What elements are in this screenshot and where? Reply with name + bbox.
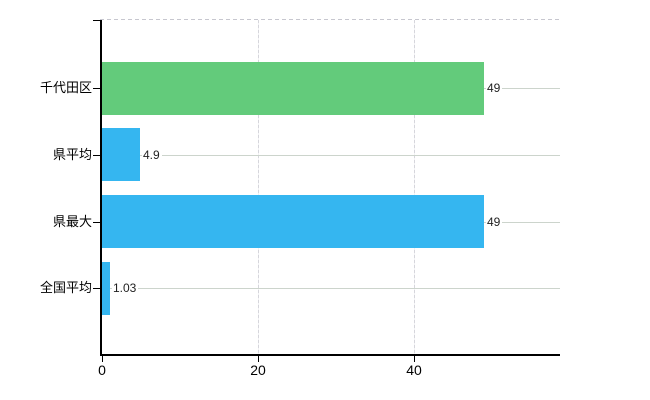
category-label: 県平均	[52, 147, 92, 162]
x-tick-label: 0	[98, 362, 106, 378]
bar-value-label: 49	[486, 81, 503, 95]
row-gridline	[102, 155, 560, 156]
x-axis-tick	[102, 356, 103, 362]
x-tick-label: 40	[406, 362, 422, 378]
x-axis-tick	[414, 356, 415, 362]
x-axis-tick	[258, 356, 259, 362]
row-gridline	[102, 288, 560, 289]
bar-1[interactable]	[102, 62, 484, 115]
y-axis-top-tick	[93, 20, 100, 21]
y-axis-tick	[93, 88, 100, 89]
plot-top-border	[100, 19, 560, 20]
vertical-gridline	[414, 20, 415, 355]
y-axis-tick	[93, 288, 100, 289]
bar-value-label: 49	[486, 215, 503, 229]
category-label: 全国平均	[39, 280, 92, 295]
category-label: 千代田区	[39, 80, 92, 95]
y-axis-tick	[93, 222, 100, 223]
y-axis-line	[100, 20, 102, 356]
y-axis-tick	[93, 155, 100, 156]
bar-value-label: 1.03	[112, 281, 139, 295]
x-axis-line	[100, 354, 560, 356]
bar-value-label: 4.9	[142, 148, 162, 162]
vertical-gridline	[258, 20, 259, 355]
category-label: 県最大	[52, 214, 92, 229]
bar-3[interactable]	[102, 195, 484, 248]
x-tick-label: 20	[250, 362, 266, 378]
bar-2[interactable]	[102, 128, 140, 181]
bar-4[interactable]	[102, 262, 110, 315]
